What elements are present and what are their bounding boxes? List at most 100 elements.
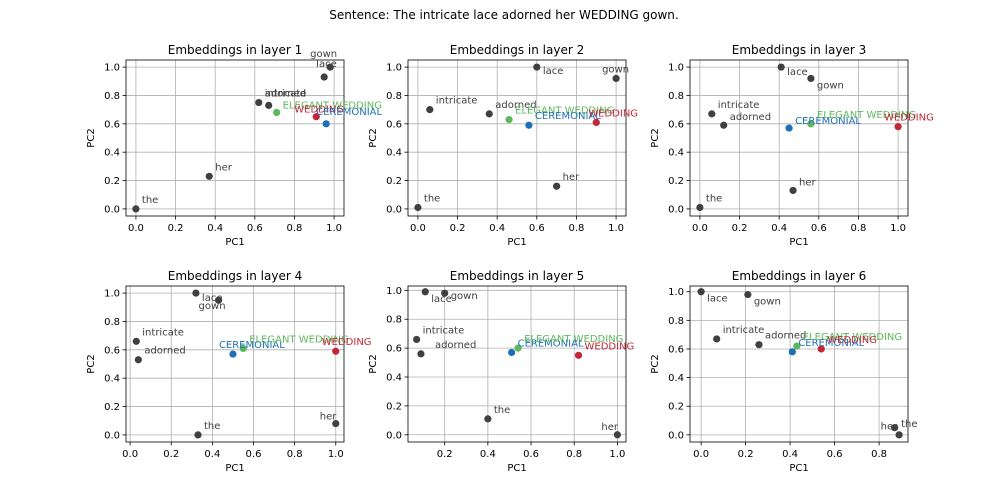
- point-wedding: [332, 347, 340, 355]
- y-tick-label: 0.0: [386, 430, 402, 441]
- point-label: CEREMONIAL: [795, 116, 861, 127]
- point-label: adorned: [265, 88, 306, 99]
- y-tick-label: 0.2: [104, 402, 120, 413]
- plot-area: [690, 60, 908, 216]
- y-axis-label: PC2: [368, 354, 379, 373]
- point-label: ELEGANT WEDDING: [283, 100, 382, 111]
- y-tick-label: 0.2: [104, 176, 120, 187]
- subplot-title: Embeddings in layer 5: [450, 269, 584, 283]
- point-label: intricate: [718, 100, 760, 111]
- point-lace: [192, 289, 200, 297]
- plot-area: [408, 286, 626, 442]
- point-label: her: [799, 177, 816, 188]
- point-elegant-wedding: [505, 115, 513, 124]
- point-lace: [320, 73, 328, 81]
- x-tick-label: 0.6: [247, 223, 263, 234]
- subplot-title: Embeddings in layer 1: [168, 43, 302, 57]
- subplot-layer-6: 0.0 0.2 0.4 0.6 0.8 0.0 0.2 0.4 0.6 0.8 1.0 Embeddi…: [650, 269, 918, 474]
- point-label: the: [706, 193, 722, 204]
- point-the: [895, 431, 903, 439]
- y-tick-label: 0.8: [104, 91, 120, 102]
- x-tick-label: 0.0: [410, 223, 426, 234]
- y-axis-label: PC2: [650, 354, 661, 373]
- point-label: intricate: [436, 96, 478, 107]
- x-tick-label: 0.8: [566, 449, 582, 460]
- x-axis-label: PC1: [789, 463, 808, 474]
- point-label: her: [320, 412, 337, 423]
- x-axis-label: PC1: [507, 237, 526, 248]
- x-tick-label: 0.6: [811, 223, 827, 234]
- y-tick-label: 0.0: [104, 204, 120, 215]
- x-tick-label: 0.0: [692, 223, 708, 234]
- point-adorned: [720, 121, 728, 129]
- plot-area: [408, 60, 626, 216]
- point-label: ELEGANT WEDDING: [817, 110, 916, 121]
- point-intricate: [413, 335, 421, 344]
- point-label: gown: [451, 291, 478, 302]
- point-label: intricate: [142, 327, 184, 338]
- y-tick-label: 0.6: [668, 344, 684, 355]
- point-gown: [744, 290, 752, 299]
- x-tick-label: 0.8: [287, 223, 303, 234]
- point-label: gown: [199, 301, 226, 312]
- x-tick-label: 0.2: [738, 449, 754, 460]
- y-tick-label: 0.4: [386, 373, 402, 384]
- point-adorned: [265, 101, 273, 109]
- x-tick-label: 0.4: [489, 223, 505, 234]
- point-label: the: [204, 421, 220, 432]
- x-tick-label: 0.2: [437, 449, 453, 460]
- point-intricate: [708, 110, 716, 118]
- point-elegant-wedding: [239, 344, 247, 352]
- point-adorned: [755, 341, 763, 349]
- point-her: [789, 186, 797, 195]
- y-tick-label: 0.8: [386, 91, 402, 102]
- y-tick-label: 0.6: [104, 119, 120, 130]
- subplot-title: Embeddings in layer 6: [732, 269, 866, 283]
- point-label: WEDDING: [294, 105, 344, 116]
- axes-frame: [125, 285, 345, 443]
- point-intricate: [426, 106, 434, 114]
- x-tick-label: 0.6: [827, 449, 843, 460]
- point-label: WEDDING: [884, 113, 934, 124]
- x-tick-label: 0.0: [693, 449, 709, 460]
- y-axis-label: PC2: [368, 128, 379, 147]
- plot-area: [690, 286, 908, 442]
- x-tick-label: 0.4: [480, 449, 496, 460]
- point-label: CEREMONIAL: [798, 338, 864, 349]
- point-elegant-wedding: [514, 344, 522, 352]
- y-tick-label: 0.8: [668, 91, 684, 102]
- point-label: CEREMONIAL: [219, 340, 285, 351]
- plot-area: [126, 60, 344, 216]
- point-label: adorned: [765, 331, 806, 342]
- subplot-layer-5: 0.2 0.4 0.6 0.8 1.0 0.0 0.2 0.4 0.6 0.8 1.0 Embeddi…: [368, 269, 634, 474]
- subplot-layer-1: 0.0 0.2 0.4 0.6 0.8 1.0 0.0 0.2 0.4 0.6 0.8 1.0 Embe…: [86, 43, 383, 248]
- y-tick-label: 0.2: [386, 176, 402, 187]
- subplot-layer-2: 0.0 0.2 0.4 0.6 0.8 1.0 0.0 0.2 0.4 0.6 0.8 1.0 Embe…: [368, 43, 638, 248]
- point-ceremonial: [788, 348, 796, 356]
- y-tick-label: 0.4: [668, 148, 684, 159]
- x-tick-label: 1.0: [326, 223, 342, 234]
- y-tick-label: 0.8: [386, 315, 402, 326]
- y-tick-label: 0.6: [386, 119, 402, 130]
- y-tick-label: 0.6: [104, 345, 120, 356]
- point-ceremonial: [229, 350, 237, 358]
- axes-frame: [689, 285, 909, 443]
- point-gown: [326, 63, 334, 71]
- x-tick-label: 1.0: [328, 449, 344, 460]
- point-label: gown: [310, 49, 337, 60]
- x-tick-label: 0.0: [128, 223, 144, 234]
- point-elegant-wedding: [273, 108, 281, 117]
- point-intricate: [713, 335, 721, 343]
- point-wedding: [592, 118, 600, 126]
- x-axis-label: PC1: [507, 463, 526, 474]
- point-label: ELEGANT WEDDING: [515, 106, 614, 117]
- y-tick-label: 0.2: [668, 402, 684, 413]
- point-label: her: [563, 172, 580, 183]
- point-label: gown: [754, 297, 781, 308]
- point-label: her: [215, 162, 232, 173]
- point-elegant-wedding: [793, 342, 801, 350]
- x-tick-label: 0.4: [204, 449, 220, 460]
- axes-frame: [125, 59, 345, 217]
- x-tick-label: 0.8: [569, 223, 585, 234]
- point-the: [194, 431, 202, 439]
